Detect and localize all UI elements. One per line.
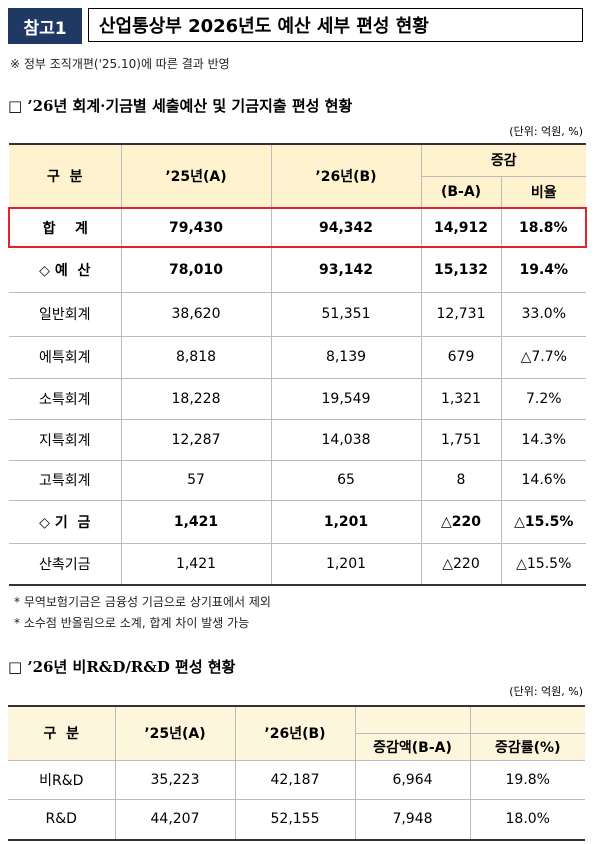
header-cell: ’25년(A): [114, 705, 236, 761]
header-row: 구 분 ’25년(A) ’26년(B) 증감: [9, 143, 587, 209]
table-cell: 7.2%: [500, 377, 587, 420]
rnd-table: 구 분 ’25년(A) ’26년(B) 증감액(B-A) 증감률(%) 비R&D…: [8, 705, 585, 841]
table-cell: 1,201: [270, 499, 422, 544]
table-cell: 679: [420, 335, 502, 379]
table-cell: 15,132: [420, 246, 502, 293]
table-cell: △15.5%: [500, 542, 587, 586]
table-cell: 1,201: [270, 542, 422, 586]
header-cell: [469, 705, 585, 734]
table-cell: 6,964: [354, 759, 471, 800]
header-row: 구 분 ’25년(A) ’26년(B): [8, 705, 585, 761]
table-cell: 7,948: [354, 798, 471, 841]
table-cell: 65: [270, 459, 422, 501]
header-cell: [354, 705, 471, 734]
header-cell: ’25년(A): [120, 143, 272, 209]
section-heading: □ ’26년 비R&D/R&D 편성 현황: [8, 658, 236, 676]
table-cell: △220: [420, 542, 502, 586]
table-row: 지특회계 12,287 14,038 1,751 14.3%: [9, 418, 587, 461]
table-cell: 79,430: [120, 207, 272, 248]
table-cell: 18,228: [120, 377, 272, 420]
table-cell: 19.4%: [500, 246, 587, 293]
table-cell: 94,342: [270, 207, 422, 248]
table-cell: 14,038: [270, 418, 422, 461]
table-cell: 8,139: [270, 335, 422, 379]
table-cell: 35,223: [114, 759, 236, 800]
table-cell: 19.8%: [469, 759, 585, 800]
table-cell: 44,207: [114, 798, 236, 841]
title: 산업통상부 2026년도 예산 세부 편성 현황: [88, 8, 583, 42]
table-cell: 57: [120, 459, 272, 501]
header-cell: 비율: [500, 175, 587, 209]
table-row: 소특회계 18,228 19,549 1,321 7.2%: [9, 377, 587, 420]
header-cell: 구 분: [9, 143, 122, 209]
table-row: 합 계 79,430 94,342 14,912 18.8%: [8, 207, 588, 248]
header-cell: 증감: [420, 143, 587, 177]
table-cell: 소특회계: [9, 377, 122, 420]
table-cell: ◇ 예 산: [9, 246, 122, 293]
table-cell: 38,620: [120, 291, 272, 337]
table-cell: △220: [420, 499, 502, 544]
table-cell: 1,421: [120, 542, 272, 586]
table-cell: 8,818: [120, 335, 272, 379]
header-row: 증감액(B-A) 증감률(%): [8, 732, 585, 761]
table-row: 에특회계 8,818 8,139 679 △7.7%: [9, 335, 587, 379]
table-cell: 12,287: [120, 418, 272, 461]
header-cell: ’26년(B): [270, 143, 422, 209]
table-cell: 합 계: [8, 207, 122, 248]
table-cell: 14.3%: [500, 418, 587, 461]
note: ※ 정부 조직개편('25.10)에 따른 결과 반영: [10, 57, 230, 71]
table-row: 고특회계 57 65 8 14.6%: [9, 459, 587, 501]
table-cell: 1,421: [120, 499, 272, 544]
table-cell: 12,731: [420, 291, 502, 337]
table-row: 산촉기금 1,421 1,201 △220 △15.5%: [9, 542, 587, 586]
table-cell: 18.8%: [500, 207, 588, 248]
table-cell: △15.5%: [500, 499, 587, 544]
table-cell: △7.7%: [500, 335, 587, 379]
table-cell: 에특회계: [9, 335, 122, 379]
table-cell: 8: [420, 459, 502, 501]
table-cell: 33.0%: [500, 291, 587, 337]
table-row: R&D 44,207 52,155 7,948 18.0%: [8, 798, 585, 841]
table-cell: 42,187: [234, 759, 356, 800]
table-cell: 18.0%: [469, 798, 585, 841]
table-row: 일반회계 38,620 51,351 12,731 33.0%: [9, 291, 587, 337]
header-cell: 구 분: [8, 705, 116, 761]
table-cell: 14,912: [420, 207, 502, 248]
header-cell: 증감률(%): [469, 732, 585, 761]
header-cell: ’26년(B): [234, 705, 356, 761]
unit: (단위: 억원, %): [509, 685, 583, 698]
unit: (단위: 억원, %): [509, 125, 583, 138]
header-cell: (B-A): [420, 175, 502, 209]
table-row: 비R&D 35,223 42,187 6,964 19.8%: [8, 759, 585, 800]
table-cell: 93,142: [270, 246, 422, 293]
table-cell: 비R&D: [8, 759, 116, 800]
budget-table: 구 분 ’25년(A) ’26년(B) 증감 (B-A) 비율 합 계 79,43…: [8, 143, 588, 586]
table-cell: 52,155: [234, 798, 356, 841]
table-row: ◇ 기 금 1,421 1,201 △220 △15.5%: [9, 499, 587, 544]
table-row: ◇ 예 산 78,010 93,142 15,132 19.4%: [9, 246, 587, 293]
table-cell: ◇ 기 금: [9, 499, 122, 544]
table-cell: 고특회계: [9, 459, 122, 501]
table-cell: 51,351: [270, 291, 422, 337]
table-cell: 1,321: [420, 377, 502, 420]
table-cell: 14.6%: [500, 459, 587, 501]
footnote: * 무역보험기금은 금융성 기금으로 상기표에서 제외: [14, 595, 271, 609]
table-cell: 일반회계: [9, 291, 122, 337]
header-cell: 증감액(B-A): [354, 732, 471, 761]
badge: 참고1: [8, 8, 82, 44]
table-cell: 78,010: [120, 246, 272, 293]
table-cell: 산촉기금: [9, 542, 122, 586]
table-cell: 19,549: [270, 377, 422, 420]
table-cell: 지특회계: [9, 418, 122, 461]
footnote: * 소수점 반올림으로 소계, 합계 차이 발생 가능: [14, 616, 250, 630]
table-cell: 1,751: [420, 418, 502, 461]
table-cell: R&D: [8, 798, 116, 841]
section-heading: □ ’26년 회계·기금별 세출예산 및 기금지출 편성 현황: [8, 97, 353, 115]
